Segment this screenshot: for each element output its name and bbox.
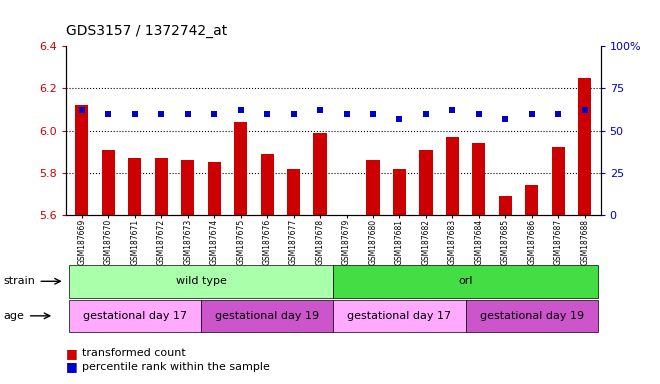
Bar <box>69 300 201 332</box>
Bar <box>333 300 465 332</box>
Bar <box>208 162 221 215</box>
Bar <box>69 265 333 298</box>
Text: orl: orl <box>459 276 473 286</box>
Bar <box>340 215 353 226</box>
Bar <box>465 300 598 332</box>
Bar <box>473 143 486 215</box>
Bar <box>393 169 406 215</box>
Bar <box>446 137 459 215</box>
Text: gestational day 17: gestational day 17 <box>347 311 451 321</box>
Text: age: age <box>3 311 24 321</box>
Bar <box>261 154 274 215</box>
Text: GDS3157 / 1372742_at: GDS3157 / 1372742_at <box>66 25 227 38</box>
Text: wild type: wild type <box>176 276 226 286</box>
Bar <box>366 160 379 215</box>
Text: gestational day 19: gestational day 19 <box>215 311 319 321</box>
Text: strain: strain <box>3 276 35 286</box>
Bar <box>234 122 248 215</box>
Bar <box>314 133 327 215</box>
Bar <box>525 185 539 215</box>
Bar <box>499 196 512 215</box>
Bar <box>154 158 168 215</box>
Text: gestational day 17: gestational day 17 <box>82 311 187 321</box>
Bar <box>75 105 88 215</box>
Bar <box>578 78 591 215</box>
Bar <box>128 158 141 215</box>
Text: transformed count: transformed count <box>82 348 186 358</box>
Bar <box>102 150 115 215</box>
Bar <box>201 300 333 332</box>
Bar <box>181 160 194 215</box>
Text: ■: ■ <box>66 347 82 360</box>
Text: ■: ■ <box>66 360 82 373</box>
Bar <box>333 265 598 298</box>
Text: gestational day 19: gestational day 19 <box>480 311 584 321</box>
Bar <box>287 169 300 215</box>
Bar <box>552 147 565 215</box>
Text: percentile rank within the sample: percentile rank within the sample <box>82 362 271 372</box>
Bar <box>419 150 432 215</box>
